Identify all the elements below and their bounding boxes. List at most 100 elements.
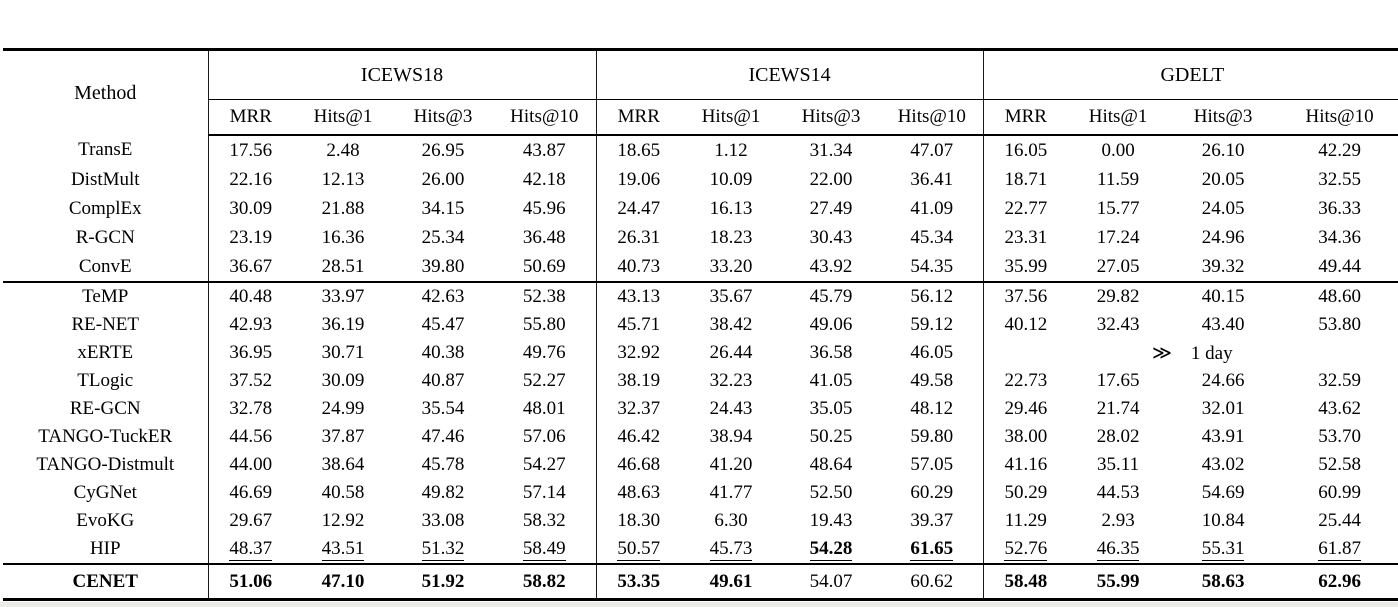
table-row-cenet: CENET 51.06 47.10 51.92 58.82 53.35 49.61 54.07…	[3, 564, 1398, 600]
dataset-header-icews18: ICEWS18	[207, 49, 597, 100]
value-cell-text: 57.05	[910, 454, 954, 475]
method-cell: CENET	[72, 570, 138, 592]
value-cell-text: 50.25	[809, 426, 853, 447]
metric-header-icews18-hits10: Hits@10	[493, 99, 597, 136]
value-cell: 24.96	[1168, 223, 1278, 252]
value-cell-text: 10.09	[709, 168, 753, 190]
value-cell-text: 24.66	[1201, 370, 1245, 391]
value-cell: 32.23	[681, 367, 781, 395]
value-cell: 30.43	[781, 223, 881, 252]
value-cell-text: 53.35	[617, 570, 661, 592]
value-cell-text: 37.52	[229, 370, 273, 391]
value-cell-text: 58.48	[1004, 570, 1048, 592]
table-row-xerte: xERTE 36.95 30.71 40.38 49.76 32.92 26.44 36.58…	[3, 339, 1398, 367]
value-cell: 46.35	[1068, 535, 1168, 564]
value-cell: 32.01	[1168, 395, 1278, 423]
value-cell-text: 53.70	[1318, 426, 1361, 447]
value-cell-text: 36.95	[229, 342, 273, 363]
value-cell-text: 22.77	[1004, 197, 1048, 219]
value-cell-text: 41.16	[1004, 454, 1048, 475]
value-cell: 52.38	[493, 282, 596, 311]
table-row-r-gcn: R-GCN 23.19 16.36 25.34 36.48 26.31 18.23 30.43…	[3, 223, 1398, 252]
value-cell: 16.13	[681, 194, 781, 223]
value-cell: 36.95	[207, 339, 293, 367]
value-cell-text: 24.47	[617, 197, 661, 219]
value-cell: 54.69	[1168, 479, 1278, 507]
value-cell-text: 44.00	[229, 454, 273, 475]
value-cell: 35.99	[982, 252, 1069, 282]
value-cell-text: 44.56	[229, 426, 273, 447]
value-cell: 36.67	[207, 252, 293, 282]
value-cell-text: 49.76	[522, 342, 566, 363]
value-cell-text: 22.00	[809, 168, 853, 190]
value-cell-text: 37.56	[1004, 286, 1048, 307]
value-cell: 24.05	[1168, 194, 1278, 223]
value-cell: 58.63	[1168, 564, 1278, 600]
value-cell: 33.97	[293, 282, 393, 311]
value-cell: 23.31	[982, 223, 1069, 252]
value-cell-text: 54.69	[1201, 482, 1245, 503]
value-cell: 46.05	[881, 339, 983, 367]
value-cell-text: 12.92	[321, 510, 365, 531]
value-cell-text: 25.34	[421, 226, 465, 248]
value-cell-text: 32.01	[1201, 398, 1245, 419]
value-cell: 48.63	[595, 479, 682, 507]
value-cell: 47.10	[293, 564, 393, 600]
value-cell: 18.30	[595, 507, 682, 535]
value-cell-text: 35.99	[1004, 255, 1048, 277]
value-cell: 27.49	[781, 194, 881, 223]
value-cell: 12.92	[293, 507, 393, 535]
value-cell: 23.19	[207, 223, 293, 252]
value-cell: 6.30	[681, 507, 781, 535]
value-cell-text: 32.92	[617, 342, 661, 363]
value-cell: 17.56	[207, 135, 293, 165]
value-cell: 28.02	[1068, 423, 1168, 451]
value-cell: 22.16	[207, 165, 293, 194]
value-cell: 51.06	[207, 564, 293, 600]
value-cell: 1.12	[681, 135, 781, 165]
value-cell: 24.43	[681, 395, 781, 423]
value-cell: 43.92	[781, 252, 881, 282]
value-cell-text: 53.80	[1318, 314, 1361, 335]
value-cell-text: 48.12	[910, 398, 954, 419]
value-cell: 43.02	[1168, 451, 1278, 479]
value-cell-text: 47.10	[321, 570, 365, 592]
value-cell: 39.80	[393, 252, 493, 282]
value-cell: 44.00	[207, 451, 293, 479]
table-row-tlogic: TLogic 37.52 30.09 40.87 52.27 38.19 32.23 41.0…	[3, 367, 1398, 395]
table-row-temp: TeMP 40.48 33.97 42.63 52.38 43.13 35.67 45.79 5…	[3, 282, 1398, 311]
value-cell: 2.93	[1068, 507, 1168, 535]
value-cell: 52.50	[781, 479, 881, 507]
value-cell-text: 42.29	[1318, 139, 1361, 161]
value-cell: 52.58	[1278, 451, 1398, 479]
value-cell-text: 38.42	[709, 314, 753, 335]
value-cell: 16.36	[293, 223, 393, 252]
value-cell: 42.93	[207, 311, 293, 339]
value-cell: 33.08	[393, 507, 493, 535]
value-cell: 43.13	[595, 282, 682, 311]
value-cell-text: 47.46	[421, 426, 465, 447]
value-cell-text: 24.99	[321, 398, 365, 419]
value-cell-text: 17.56	[229, 139, 273, 161]
value-cell-text: 59.12	[910, 314, 954, 335]
method-cell: R-GCN	[75, 226, 135, 248]
metric-header-icews14-hits1: Hits@1	[681, 99, 782, 136]
value-cell: 22.77	[982, 194, 1069, 223]
value-cell: 30.09	[207, 194, 293, 223]
value-cell: 45.34	[881, 223, 983, 252]
value-cell: 60.62	[881, 564, 983, 600]
value-cell: 22.00	[781, 165, 881, 194]
value-cell: 60.29	[881, 479, 983, 507]
metric-header-icews14-mrr: MRR	[595, 99, 682, 136]
metric-header-gdelt-hits10: Hits@10	[1278, 99, 1398, 136]
value-cell-text: 40.73	[617, 255, 661, 277]
value-cell-text: 0.00	[1101, 139, 1135, 161]
value-cell-text: 28.51	[321, 255, 365, 277]
value-cell: 48.60	[1278, 282, 1398, 311]
value-cell-text: 50.29	[1004, 482, 1048, 503]
value-cell-text: 61.65	[910, 538, 954, 561]
value-cell: 46.42	[595, 423, 682, 451]
value-cell: 24.99	[293, 395, 393, 423]
value-cell-text: 11.29	[1004, 510, 1047, 531]
value-cell-text: 41.20	[709, 454, 753, 475]
